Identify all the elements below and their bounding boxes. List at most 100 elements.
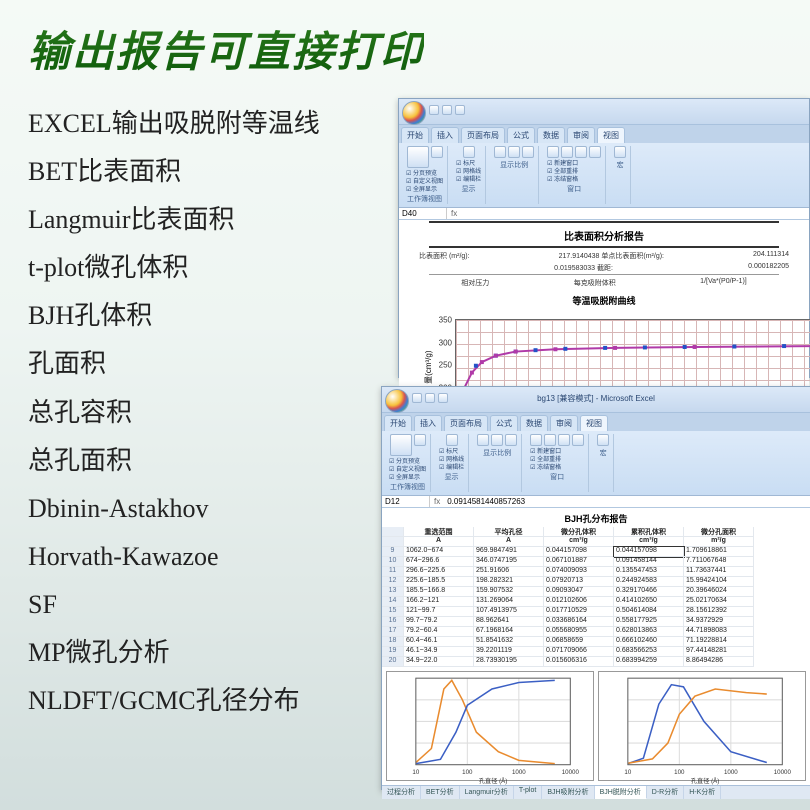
worksheet-1: 比表面积分析报告 比表面积 (m²/g): 217.9140438 单点比表面积… (399, 221, 809, 413)
ribbon-option[interactable]: ☑ 编辑栏 (439, 464, 464, 472)
ribbon-option[interactable]: ☑ 自定义视图 (406, 178, 443, 186)
ribbon-icon[interactable] (544, 434, 556, 446)
ribbon-tab[interactable]: 公式 (490, 415, 518, 431)
feature-item: Horvath-Kawazoe (28, 533, 388, 581)
ribbon-icon[interactable] (558, 434, 570, 446)
ribbon-icon[interactable] (522, 146, 534, 158)
sheet-tab[interactable]: D-R分析 (647, 786, 684, 799)
ribbon-tab[interactable]: 开始 (401, 127, 429, 143)
ribbon-option[interactable]: ☑ 网格线 (439, 456, 464, 464)
ribbon-1: 开始插入页面布局公式数据审阅视图 ☑ 分页预览☑ 自定义视图☑ 全屏显示工作簿视… (399, 125, 809, 208)
ribbon-tab[interactable]: 插入 (431, 127, 459, 143)
svg-text:孔直径 (Å): 孔直径 (Å) (479, 777, 507, 785)
ribbon-icon[interactable] (390, 434, 412, 456)
office-button-icon[interactable] (402, 101, 426, 125)
ribbon-icon[interactable] (477, 434, 489, 446)
ribbon-option[interactable]: ☑ 全部重排 (547, 168, 601, 176)
ribbon-option[interactable]: ☑ 新建窗口 (547, 160, 601, 168)
ribbon-option[interactable]: ☑ 冻结窗格 (530, 464, 584, 472)
ribbon-tab[interactable]: 视图 (597, 127, 625, 143)
ribbon-icon[interactable] (561, 146, 573, 158)
ribbon-tab[interactable]: 数据 (520, 415, 548, 431)
ribbon-icon[interactable] (407, 146, 429, 168)
ribbon-option[interactable]: ☑ 网格线 (456, 168, 481, 176)
ribbon-icon[interactable] (446, 434, 458, 446)
fx-icon-2[interactable]: fx (430, 497, 444, 506)
formula-value-2[interactable]: 0.0914581440857263 (444, 496, 810, 507)
sheet-tab[interactable]: T-plot (514, 786, 543, 799)
feature-item: Langmuir比表面积 (28, 196, 388, 244)
sheet-tab[interactable]: H-K分析 (684, 786, 721, 799)
sheet-tab[interactable]: Langmuir分析 (460, 786, 514, 799)
ribbon-group: 显示比例 (473, 434, 522, 492)
ribbon-group: ☑ 新建窗口☑ 全部重排☑ 冻结窗格窗口 (526, 434, 589, 492)
sheet-tab[interactable]: BET分析 (421, 786, 460, 799)
sheet-tab[interactable]: BJH脱附分析 (595, 786, 647, 799)
ribbon-option[interactable]: ☑ 全屏显示 (406, 186, 443, 194)
ribbon-tab[interactable]: 审阅 (550, 415, 578, 431)
ribbon-icon[interactable] (491, 434, 503, 446)
ribbon-icon[interactable] (575, 146, 587, 158)
isotherm-ylabel: 量(cm³/g) (423, 351, 434, 384)
ribbon-option[interactable]: ☑ 编辑栏 (456, 176, 481, 184)
fx-icon[interactable]: fx (447, 209, 461, 218)
ribbon-option[interactable]: ☑ 全屏显示 (389, 474, 426, 482)
ribbon-icon[interactable] (463, 146, 475, 158)
feature-item: 总孔容积 (28, 389, 388, 437)
ribbon-option[interactable]: ☑ 分页预览 (406, 170, 443, 178)
office-button-icon-2[interactable] (385, 389, 409, 413)
ribbon-group: 显示比例 (490, 146, 539, 204)
quick-access-toolbar[interactable] (429, 105, 465, 115)
ribbon-2: 开始插入页面布局公式数据审阅视图 ☑ 分页预览☑ 自定义视图☑ 全屏显示工作簿视… (382, 413, 810, 496)
ribbon-tab[interactable]: 数据 (537, 127, 565, 143)
ribbon-tab[interactable]: 开始 (384, 415, 412, 431)
sheet-tab[interactable]: 过程分析 (382, 786, 421, 799)
ribbon-option[interactable]: ☑ 冻结窗格 (547, 176, 601, 184)
ribbon-icon[interactable] (547, 146, 559, 158)
formula-bar-2[interactable]: D12 fx 0.0914581440857263 (382, 496, 810, 508)
ribbon-icon[interactable] (431, 146, 443, 158)
sheet-tab[interactable]: BJH吸附分析 (542, 786, 594, 799)
ribbon-option[interactable]: ☑ 新建窗口 (530, 448, 584, 456)
ribbon-tabs-2[interactable]: 开始插入页面布局公式数据审阅视图 (382, 413, 810, 431)
ribbon-icon[interactable] (530, 434, 542, 446)
ribbon-tab[interactable]: 页面布局 (461, 127, 505, 143)
formula-bar-1[interactable]: D40 fx (399, 208, 809, 220)
feature-list: EXCEL输出吸脱附等温线BET比表面积Langmuir比表面积t-plot微孔… (28, 100, 388, 725)
feature-item: NLDFT/GCMC孔径分布 (28, 677, 388, 725)
ribbon-option[interactable]: ☑ 全部重排 (530, 456, 584, 464)
ribbon-tab[interactable]: 插入 (414, 415, 442, 431)
ribbon-group: ☑ 新建窗口☑ 全部重排☑ 冻结窗格窗口 (543, 146, 606, 204)
bjh-table: 重选范围平均孔径微分孔体积累积孔体积微分孔面积ÅÅcm³/gcm³/gm²/g9… (382, 527, 810, 667)
ribbon-option[interactable]: ☑ 自定义视图 (389, 466, 426, 474)
ribbon-tab[interactable]: 审阅 (567, 127, 595, 143)
ribbon-icon[interactable] (505, 434, 517, 446)
ribbon-group: ☑ 标尺☑ 网格线☑ 编辑栏显示 (452, 146, 486, 204)
ribbon-icon[interactable] (589, 146, 601, 158)
ribbon-icon[interactable] (572, 434, 584, 446)
ribbon-icon[interactable] (494, 146, 506, 158)
ribbon-option[interactable]: ☑ 分页预览 (389, 458, 426, 466)
ribbon-icon[interactable] (597, 434, 609, 446)
svg-text:100: 100 (462, 769, 473, 776)
quick-access-toolbar-2[interactable] (412, 393, 448, 403)
report1-title: 比表面积分析报告 (399, 224, 809, 245)
ribbon-tab[interactable]: 视图 (580, 415, 608, 431)
feature-item: 孔面积 (28, 340, 388, 388)
ribbon-tab[interactable]: 页面布局 (444, 415, 488, 431)
ribbon-group: 宏 (593, 434, 614, 492)
name-box-1[interactable]: D40 (399, 208, 447, 219)
ribbon-icon[interactable] (614, 146, 626, 158)
ribbon-icon[interactable] (414, 434, 426, 446)
ribbon-option[interactable]: ☑ 标尺 (456, 160, 481, 168)
svg-text:10000: 10000 (774, 769, 792, 776)
report2-title: BJH孔分布报告 (382, 508, 810, 527)
ribbon-option[interactable]: ☑ 标尺 (439, 448, 464, 456)
name-box-2[interactable]: D12 (382, 496, 430, 507)
ribbon-tab[interactable]: 公式 (507, 127, 535, 143)
sheet-tabs[interactable]: 过程分析BET分析Langmuir分析T-plotBJH吸附分析BJH脱附分析D… (382, 785, 810, 799)
ribbon-tabs-1[interactable]: 开始插入页面布局公式数据审阅视图 (399, 125, 809, 143)
svg-text:10: 10 (624, 769, 631, 776)
feature-item: SF (28, 581, 388, 629)
ribbon-icon[interactable] (508, 146, 520, 158)
